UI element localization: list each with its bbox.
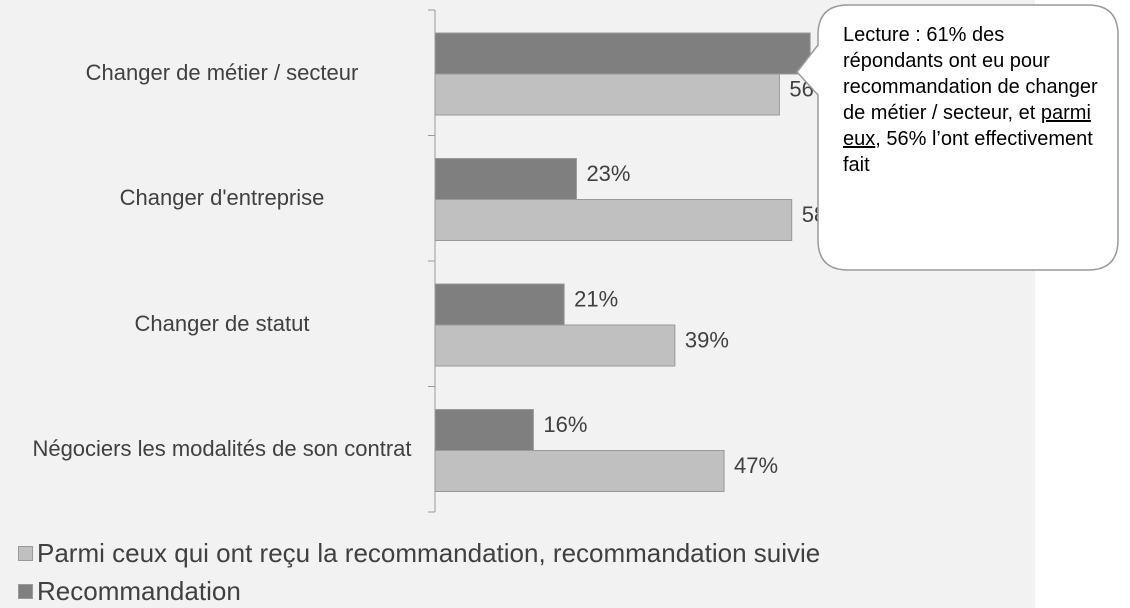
value-label: 47% <box>734 453 778 478</box>
category-label: Changer de métier / secteur <box>85 59 359 85</box>
bar <box>434 32 811 75</box>
legend-label: Recommandation <box>37 576 241 606</box>
callout-part: , 56% l’ont effectivement fait <box>843 128 1093 176</box>
callout-box <box>796 4 1119 271</box>
value-label: 16% <box>543 412 587 437</box>
callout-underlined: parmi eux <box>843 102 1091 150</box>
bar <box>434 324 676 367</box>
bar <box>434 283 565 326</box>
callout-text: Lecture : 61% des répondants ont eu pour… <box>843 22 1098 178</box>
value-label: 21% <box>574 286 618 311</box>
bar <box>434 158 577 200</box>
value-label: 39% <box>685 327 729 352</box>
category-label: Changer de statut <box>134 310 310 336</box>
bar <box>434 409 534 451</box>
value-label: 23% <box>586 161 630 186</box>
callout-part: Lecture : 61% des répondants ont eu pour… <box>843 24 1098 124</box>
legend-swatch <box>18 546 33 561</box>
bar <box>434 199 793 241</box>
category-label: Négociers les modalités de son contrat <box>32 436 412 462</box>
legend-label: Parmi ceux qui ont reçu la recommandatio… <box>37 538 821 568</box>
category-label: Changer d'entreprise <box>119 185 325 211</box>
legend-item: Parmi ceux qui ont reçu la recommandatio… <box>18 538 820 569</box>
bar <box>434 73 780 116</box>
legend-item: Recommandation <box>18 576 241 607</box>
legend-swatch <box>18 584 33 599</box>
bar <box>434 450 725 492</box>
